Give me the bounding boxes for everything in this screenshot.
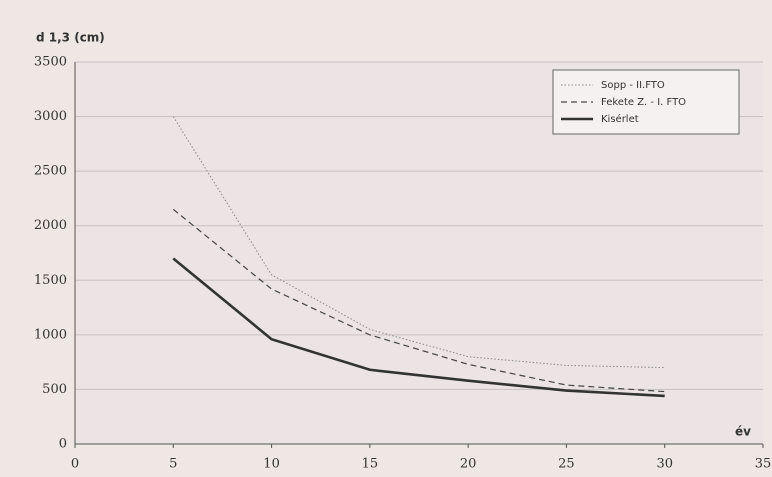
series-line [172,208,665,393]
x-tick-label: 30 [656,457,673,472]
y-axis-label: d 1,3 (cm) [36,31,105,45]
series-line [172,257,665,398]
y-tick-label: 3500 [34,55,67,70]
x-tick-label: 5 [169,457,177,472]
y-tick-label: 3000 [34,109,67,124]
y-tick-label: 500 [42,382,67,397]
x-tick-label: 25 [558,457,575,472]
y-tick-label: 1000 [34,327,67,342]
y-tick-label: 1500 [34,273,67,288]
x-axis-label: év [735,425,751,439]
x-tick-label: 10 [263,457,280,472]
y-tick-label: 0 [59,437,67,452]
legend-label: Kisérlet [601,113,639,125]
series-line [172,116,665,369]
x-tick-label: 20 [460,457,477,472]
x-tick-label: 15 [362,457,379,472]
legend-label: Sopp - II.FTO [601,80,665,91]
y-tick-label: 2000 [34,218,67,233]
legend-label: Fekete Z. - I. FTO [601,97,686,108]
y-tick-label: 2500 [34,164,67,179]
x-tick-label: 35 [755,457,772,472]
x-tick-label: 0 [71,457,79,472]
